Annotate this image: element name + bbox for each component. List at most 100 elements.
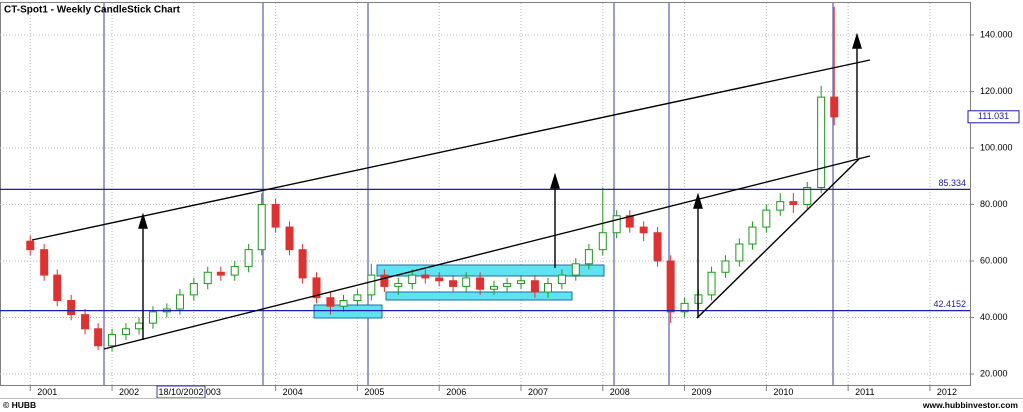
candle-body	[530, 280, 539, 293]
chart-title: CT-Spot1 - Weekly CandleStick Chart	[4, 5, 181, 16]
grid-layer	[0, 3, 970, 385]
last-price-box	[967, 110, 1020, 124]
candle-body	[516, 280, 525, 285]
y-tick-label: 140.000	[980, 29, 1013, 39]
y-tick-label: 80.000	[980, 199, 1008, 209]
level-lines: 85.334 42.4152	[0, 178, 970, 312]
x-tick-label: 2009	[692, 387, 712, 397]
candle-body	[584, 249, 593, 265]
candle-body	[135, 322, 144, 330]
watermark-right: www.hubbinvestor.com	[922, 400, 1019, 410]
zone-box	[313, 304, 383, 319]
x-tick-label: 2008	[610, 387, 630, 397]
candle-body	[53, 274, 62, 302]
x-tick-label: 2004	[283, 387, 303, 397]
candle-body	[121, 328, 130, 335]
arrows	[138, 32, 862, 340]
candle-body	[367, 274, 376, 296]
y-tick-label: 120.000	[980, 86, 1013, 96]
y-tick-label: 20.000	[980, 368, 1008, 378]
candle-body	[612, 215, 621, 234]
candle-body	[148, 311, 157, 324]
candle-body	[203, 271, 212, 285]
trend-lines	[31, 59, 871, 350]
axes: 20.000 40.000 60.000 80.000 100.000 120.000 14…	[29, 29, 1020, 397]
zone-box	[376, 264, 605, 277]
candle-body	[312, 277, 321, 299]
level-label: 85.334	[938, 178, 966, 188]
candle-body	[394, 283, 403, 287]
x-tick-label: 2005	[364, 387, 384, 397]
candle-body	[666, 260, 675, 313]
candle-body	[476, 277, 485, 290]
candle-body	[244, 249, 253, 268]
candle-body	[557, 274, 566, 285]
candle-body	[216, 271, 225, 276]
candle-body	[189, 283, 198, 296]
candle-body	[748, 226, 757, 245]
candle-body	[230, 266, 239, 276]
candle-body	[803, 187, 812, 205]
arrow-head	[550, 172, 560, 189]
y-tick-label: 60.000	[980, 255, 1008, 265]
candle-body	[503, 283, 512, 287]
zones	[313, 264, 605, 319]
candle-body	[762, 209, 771, 228]
cursor-label: 18/10/2002	[158, 387, 203, 397]
arrow-head	[693, 192, 703, 209]
arrow-head	[138, 212, 148, 229]
candle-body	[326, 297, 335, 307]
zone-box	[385, 291, 573, 301]
candle-body	[421, 274, 430, 279]
x-tick-label: 2001	[37, 387, 57, 397]
candle-body	[94, 328, 103, 347]
candle-body	[408, 274, 417, 285]
candle-body	[776, 201, 785, 211]
last-price-label: 111.031	[978, 111, 1009, 121]
candle-body	[639, 226, 648, 234]
candle-body	[598, 232, 607, 251]
candle-body	[257, 203, 266, 251]
candle-body	[721, 260, 730, 273]
trend-line	[696, 157, 861, 319]
trend-line	[31, 59, 871, 241]
candle-body	[40, 249, 49, 276]
candle-body	[830, 96, 839, 118]
candle-body	[26, 240, 35, 251]
candle-body	[789, 201, 798, 205]
candle-body	[653, 232, 662, 262]
candle-body	[625, 215, 634, 228]
plot-frame	[0, 2, 971, 386]
candle-body	[67, 300, 76, 316]
candle-body	[435, 277, 444, 282]
candle-body	[817, 96, 826, 189]
candle-body	[285, 226, 294, 251]
arrow-head	[852, 32, 862, 49]
x-tick-label: 2006	[446, 387, 466, 397]
candle-body	[735, 243, 744, 262]
level-label: 42.4152	[933, 299, 966, 309]
candle-body	[543, 283, 552, 293]
candle-body	[271, 203, 280, 228]
watermark-left: © HUBB	[3, 400, 36, 410]
x-tick-label: 2002	[119, 387, 139, 397]
candle-body	[353, 294, 362, 302]
candle-body	[449, 280, 458, 287]
marker-lines	[103, 3, 834, 385]
y-tick-label: 100.000	[980, 142, 1013, 152]
candle-body	[298, 249, 307, 279]
candle-body	[380, 274, 389, 287]
x-tick-label: 2012	[937, 387, 957, 397]
candle-body	[462, 277, 471, 287]
candle-body	[680, 302, 689, 313]
x-tick-label: 2007	[528, 387, 548, 397]
trend-line	[103, 155, 871, 350]
candle-body	[339, 300, 348, 307]
x-tick-label: 2003	[201, 387, 221, 397]
x-tick-label: 2011	[855, 387, 874, 397]
candle-body	[707, 271, 716, 296]
x-tick-label: 2010	[773, 387, 793, 397]
candle-body	[175, 294, 184, 310]
candle-body	[81, 314, 90, 330]
